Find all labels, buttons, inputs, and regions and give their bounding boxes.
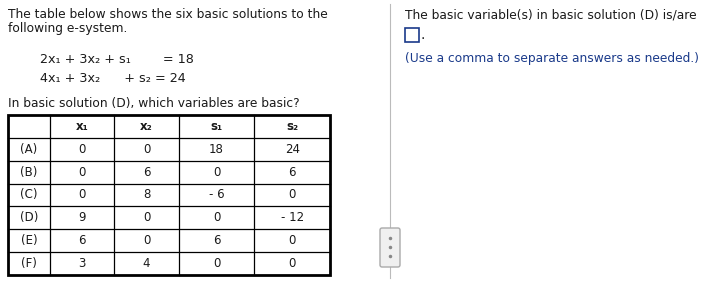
Text: - 6: - 6 (209, 188, 224, 202)
Text: 0: 0 (79, 166, 86, 179)
Text: 0: 0 (213, 211, 220, 224)
Text: (D): (D) (20, 211, 38, 224)
Text: 0: 0 (79, 188, 86, 202)
FancyBboxPatch shape (380, 228, 400, 267)
Text: 3: 3 (79, 257, 86, 270)
Text: In basic solution (D), which variables are basic?: In basic solution (D), which variables a… (8, 97, 299, 110)
Text: s₂: s₂ (286, 120, 298, 133)
Text: x₂: x₂ (140, 120, 153, 133)
Text: 18: 18 (209, 143, 224, 156)
Text: 6: 6 (143, 166, 150, 179)
Text: 0: 0 (213, 257, 220, 270)
Text: 4x₁ + 3x₂      + s₂ = 24: 4x₁ + 3x₂ + s₂ = 24 (40, 72, 186, 85)
Text: - 12: - 12 (280, 211, 304, 224)
Text: 0: 0 (289, 188, 296, 202)
Text: 0: 0 (143, 234, 150, 247)
Text: 6: 6 (288, 166, 296, 179)
Text: The table below shows the six basic solutions to the: The table below shows the six basic solu… (8, 8, 328, 21)
Text: 0: 0 (289, 234, 296, 247)
Text: 9: 9 (79, 211, 86, 224)
Text: 6: 6 (79, 234, 86, 247)
Text: 0: 0 (143, 143, 150, 156)
Text: x₁: x₁ (76, 120, 88, 133)
Text: 6: 6 (212, 234, 220, 247)
Text: 4: 4 (143, 257, 150, 270)
Text: 0: 0 (213, 166, 220, 179)
Text: (F): (F) (21, 257, 37, 270)
Text: 24: 24 (285, 143, 299, 156)
Text: 0: 0 (79, 143, 86, 156)
Text: (B): (B) (20, 166, 38, 179)
Text: (C): (C) (20, 188, 38, 202)
Text: (E): (E) (20, 234, 37, 247)
Bar (405, 28, 419, 42)
Text: (Use a comma to separate answers as needed.): (Use a comma to separate answers as need… (405, 52, 699, 65)
Text: 0: 0 (143, 211, 150, 224)
Text: s₁: s₁ (210, 120, 222, 133)
Text: (A): (A) (20, 143, 38, 156)
Text: 0: 0 (289, 257, 296, 270)
Text: The basic variable(s) in basic solution (D) is/are: The basic variable(s) in basic solution … (405, 8, 697, 21)
Text: 8: 8 (143, 188, 150, 202)
Text: .: . (421, 28, 426, 42)
Text: 2x₁ + 3x₂ + s₁        = 18: 2x₁ + 3x₂ + s₁ = 18 (40, 53, 194, 66)
Text: following e-system.: following e-system. (8, 22, 128, 35)
Bar (8, 115, 330, 275)
